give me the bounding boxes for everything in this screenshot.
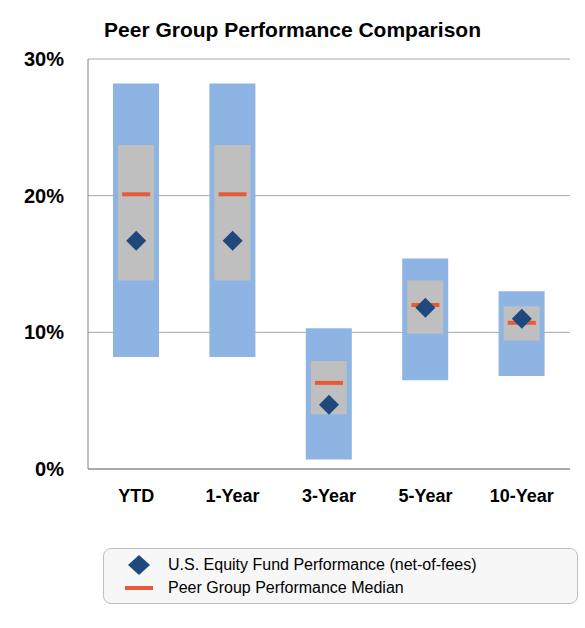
svg-text:3-Year: 3-Year [302, 486, 356, 506]
svg-text:30%: 30% [24, 48, 64, 70]
svg-text:YTD: YTD [118, 486, 154, 506]
svg-text:1-Year: 1-Year [206, 486, 260, 506]
html-text:U.S. Equity Fund Performance (: U.S. Equity Fund Performance (net-of-fee… [168, 555, 477, 573]
html-text:Peer Group Performance Compari: Peer Group Performance Comparison [104, 18, 481, 41]
svg-text:10%: 10% [24, 321, 64, 343]
html-text:Peer Group Performance Median: Peer Group Performance Median [168, 578, 404, 596]
svg-text:10-Year: 10-Year [490, 486, 554, 506]
svg-text:5-Year: 5-Year [398, 486, 452, 506]
svg-text:0%: 0% [35, 458, 64, 480]
svg-text:20%: 20% [24, 185, 64, 207]
